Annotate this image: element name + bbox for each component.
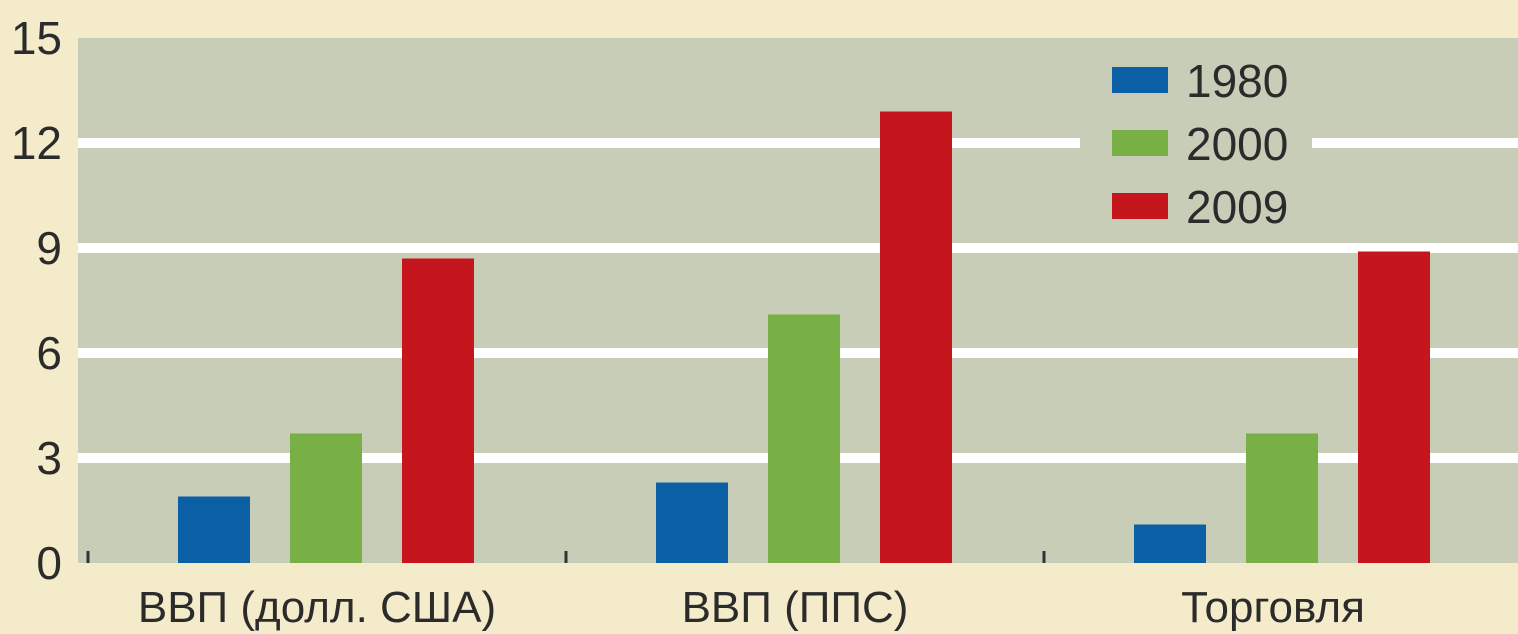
x-category-label: ВВП (ППС) [682,583,909,632]
bar-1980-2 [1134,524,1206,563]
x-category-label: ВВП (долл. США) [138,583,496,632]
bar-1980-1 [656,482,728,563]
bar-2000-1 [768,314,840,563]
legend-swatch [1112,67,1168,93]
x-axis [86,551,1046,563]
y-tick-label: 15 [11,12,62,64]
bar-2009-2 [1358,251,1430,563]
legend-label: 2009 [1186,181,1288,233]
y-tick-label: 3 [36,432,62,484]
bar-2009-0 [402,258,474,563]
y-tick-label: 9 [36,222,62,274]
legend-label: 1980 [1186,55,1288,107]
y-tick-label: 0 [36,537,62,589]
x-category-label: Торговля [1181,583,1365,632]
bar-1980-0 [178,496,250,563]
x-axis-category-labels: ВВП (долл. США) ВВП (ППС) Торговля [138,583,1365,632]
legend-label: 2000 [1186,118,1288,170]
bar-2009-1 [880,111,952,563]
legend: 1980 2000 2009 [1080,46,1312,242]
legend-swatch [1112,130,1168,156]
bars [178,111,1430,563]
legend-swatch [1112,193,1168,219]
bar-2000-0 [290,433,362,563]
bar-2000-2 [1246,433,1318,563]
y-tick-label: 12 [11,117,62,169]
y-tick-label: 6 [36,327,62,379]
y-axis-tick-labels: 0 3 6 9 12 15 [11,12,62,589]
